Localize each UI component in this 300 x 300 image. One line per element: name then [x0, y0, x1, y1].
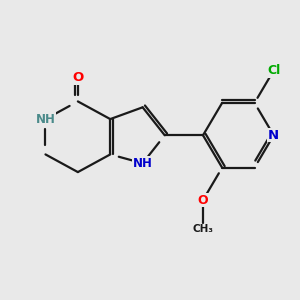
Text: O: O [198, 194, 208, 207]
Text: O: O [72, 71, 83, 84]
Text: Cl: Cl [267, 64, 280, 77]
Text: NH: NH [133, 157, 153, 170]
Text: CH₃: CH₃ [193, 224, 214, 235]
Text: N: N [268, 129, 279, 142]
Text: NH: NH [35, 112, 56, 126]
